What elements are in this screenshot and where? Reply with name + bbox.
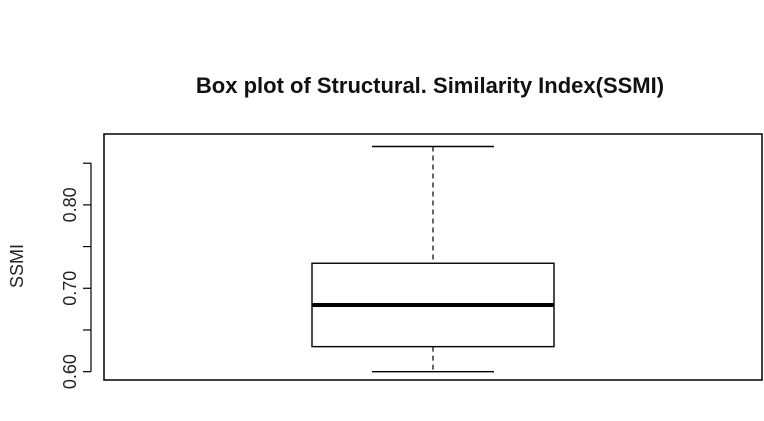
y-axis: 0.60 0.70 0.80 bbox=[60, 162, 92, 389]
y-tick-label: 0.60 bbox=[60, 354, 80, 389]
y-axis-label: SSMI bbox=[7, 244, 27, 288]
chart-title: Box plot of Structural. Similarity Index… bbox=[196, 73, 664, 98]
box-plot bbox=[311, 145, 555, 373]
y-tick-label: 0.70 bbox=[60, 271, 80, 306]
plot-frame bbox=[103, 133, 763, 381]
y-tick-label: 0.80 bbox=[60, 187, 80, 222]
